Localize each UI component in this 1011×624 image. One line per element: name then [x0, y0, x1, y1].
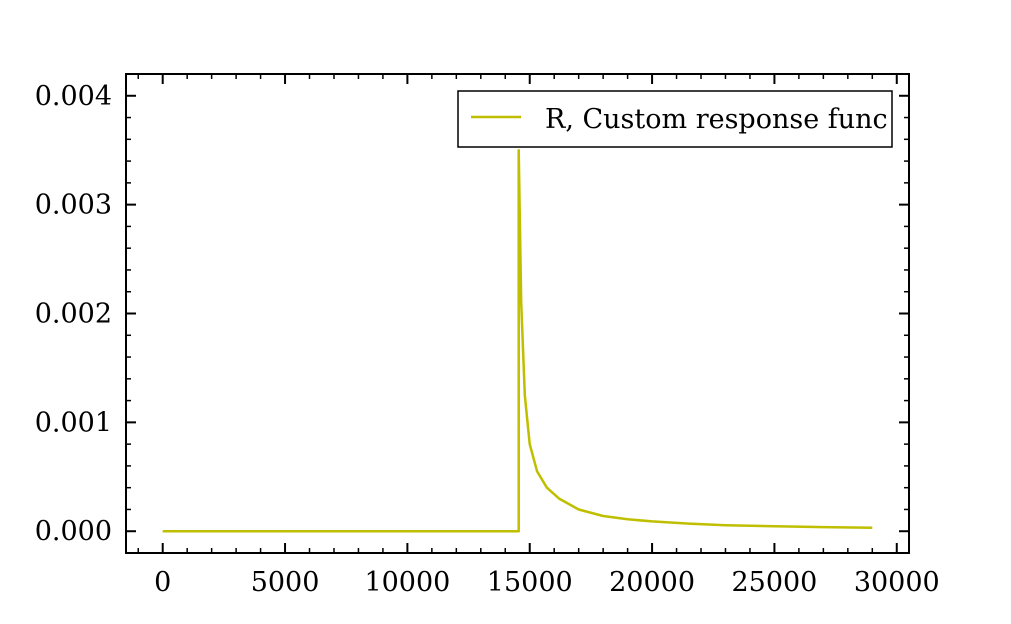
- x-tick-label: 5000: [251, 567, 320, 598]
- y-tick-label: 0.000: [35, 516, 112, 547]
- y-tick-label: 0.002: [35, 299, 112, 330]
- x-tick-label: 15000: [487, 567, 573, 598]
- plot-area: [162, 148, 873, 533]
- x-tick-label: 30000: [854, 567, 940, 598]
- series-line-0: [162, 148, 873, 533]
- legend-box: [457, 90, 893, 148]
- legend-label: R, Custom response func: [545, 104, 888, 135]
- x-tick-label: 0: [154, 567, 171, 598]
- x-tick-label: 20000: [609, 567, 695, 598]
- legend: R, Custom response func: [457, 90, 893, 148]
- y-tick-label: 0.001: [35, 407, 112, 438]
- y-tick-label: 0.004: [35, 81, 112, 112]
- tick-labels: 0 5000 10000 15000 20000 25000 30000 0.000 0.001…: [35, 81, 940, 598]
- x-tick-label: 25000: [731, 567, 817, 598]
- axes-frame: [125, 73, 910, 554]
- y-tick-label: 0.003: [35, 190, 112, 221]
- x-tick-label: 10000: [364, 567, 450, 598]
